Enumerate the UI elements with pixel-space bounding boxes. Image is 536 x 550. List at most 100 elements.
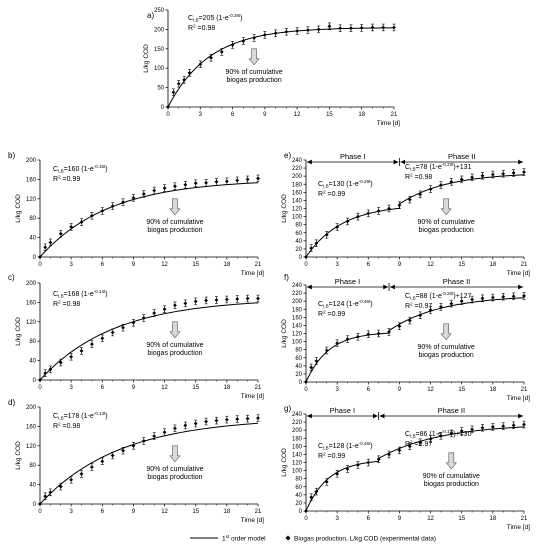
data-point-f-3 — [324, 348, 329, 353]
r2-a-0-val: =0.98 — [196, 25, 216, 32]
data-point-d-8 — [110, 453, 115, 458]
y-tick-label-e-11: 220 — [292, 166, 303, 172]
x-tick-label-e-7: 21 — [521, 262, 528, 268]
equation-b-0-c: C — [53, 166, 58, 173]
down-arrow-icon-a — [248, 48, 260, 66]
data-point-e-13 — [428, 187, 433, 191]
y-tick-label-g-2: 40 — [295, 493, 302, 499]
r2-e-1-sup: 2 — [410, 173, 413, 178]
data-point-b-4 — [69, 225, 74, 229]
equation-b-0: Ct,B=160 (1-e-0.15t) — [53, 164, 108, 174]
y-tick-label-g-12: 240 — [292, 412, 303, 418]
data-point-g-15 — [449, 431, 454, 436]
data-point-g-7 — [366, 460, 371, 465]
xlabel-d: Time [d] — [241, 517, 264, 524]
panel-label-b: b) — [8, 151, 15, 160]
data-point-c-10 — [131, 320, 136, 325]
data-point-e-17 — [470, 175, 474, 180]
data-point-b-14 — [173, 184, 177, 189]
data-point-d-22 — [256, 416, 260, 421]
data-point-f-20 — [501, 294, 506, 299]
data-point-d-4 — [69, 477, 74, 482]
x-tick-label-c-5: 15 — [192, 385, 199, 391]
equation-c-0: Ct,B=168 (1-e-0.14t) — [53, 289, 108, 299]
equation-a-0-c: C — [188, 15, 193, 22]
data-point-b-20 — [235, 178, 240, 183]
r2-g-1-val: =0.97 — [413, 441, 433, 448]
equation-d-0: Ct,B=178 (1-e-0.13t) — [53, 411, 108, 421]
data-point-e-10 — [397, 203, 402, 208]
equation-e-1-sub: t,B — [410, 167, 416, 172]
data-point-b-2 — [48, 240, 53, 245]
data-point-a-8 — [230, 43, 235, 47]
x-tick-label-d-1: 3 — [69, 509, 73, 515]
data-point-b-9 — [121, 200, 125, 205]
y-tick-label-f-2: 40 — [295, 364, 302, 370]
down-arrow-icon-b — [169, 198, 181, 216]
data-point-g-9 — [387, 452, 391, 457]
note-c-0: 90% of cumulative — [146, 342, 203, 349]
data-point-b-7 — [100, 209, 105, 213]
legend-line-label-main: 1 — [222, 536, 226, 543]
data-point-c-12 — [152, 311, 157, 315]
xlabel-e: Time [d] — [507, 270, 530, 277]
data-point-g-12 — [418, 440, 423, 445]
data-point-g-22 — [522, 422, 526, 427]
panel-d: d) 0 40 80 120 160 200 0 3 6 9 12 15 18 21 L/kg COD Time… — [8, 398, 264, 524]
y-tick-label-b-2: 80 — [29, 216, 36, 222]
equation-e-1: Ct,B=78 (1-e-0.22t)+131 — [405, 162, 472, 172]
y-tick-label-c-4: 160 — [26, 300, 37, 306]
equation-f-0: Ct,B=124 (1-e-0.46t) — [318, 299, 373, 309]
y-tick-label-g-5: 100 — [292, 469, 303, 475]
x-tick-label-f-7: 21 — [521, 387, 528, 393]
data-point-f-14 — [439, 304, 443, 309]
x-tick-label-c-2: 6 — [101, 385, 105, 391]
x-tick-label-g-4: 12 — [427, 516, 434, 522]
data-point-e-20 — [501, 171, 506, 176]
data-point-b-15 — [183, 182, 188, 187]
y-tick-label-e-1: 20 — [295, 247, 302, 253]
data-point-a-20 — [359, 25, 364, 30]
data-point-e-6 — [356, 214, 360, 219]
r2-e-0-r: R — [318, 191, 323, 198]
y-tick-label-f-11: 220 — [292, 291, 303, 297]
equation-b-0-sub: t,B — [58, 169, 64, 174]
data-point-g-6 — [356, 463, 360, 467]
equation-f-1-main: =88 (1-e — [416, 293, 442, 300]
data-point-a-2 — [176, 81, 181, 86]
data-point-g-17 — [470, 427, 474, 432]
r2-g-0-r: R — [318, 453, 323, 460]
data-point-a-4 — [187, 70, 192, 75]
ylabel-b: L/kg COD — [15, 194, 22, 223]
x-tick-label-g-0: 0 — [304, 516, 308, 522]
note-f-0: 90% of cumulative — [418, 344, 475, 351]
equation-g-0-c: C — [318, 443, 323, 450]
down-arrow-icon-d — [169, 445, 181, 463]
equation-c-0-exp: -0.14t — [94, 289, 106, 294]
equation-e-0-sub: t,B — [323, 184, 329, 189]
data-point-g-13 — [428, 437, 433, 441]
data-point-c-3 — [58, 360, 63, 365]
ylabel-g: L/kg COD — [281, 448, 288, 477]
phase-label-g-1: Phase II — [438, 406, 466, 415]
y-tick-label-d-1: 40 — [29, 483, 36, 489]
x-tick-label-e-4: 12 — [427, 262, 434, 268]
equation-e-1-exp: -0.22t — [442, 162, 454, 167]
r2-b-0-r: R — [53, 176, 58, 183]
data-point-c-7 — [100, 336, 105, 341]
x-tick-label-e-2: 6 — [367, 262, 371, 268]
model-curve-b — [39, 182, 259, 258]
panel-label-d: d) — [8, 398, 15, 407]
data-point-c-18 — [214, 298, 219, 302]
x-tick-label-b-7: 21 — [255, 262, 262, 268]
equation-a-0-main: =205 (1-e — [199, 15, 229, 22]
note-b-0: 90% of cumulative — [146, 219, 203, 226]
y-tick-label-g-8: 160 — [292, 444, 303, 450]
r2-e-1: R2 =0.98 — [405, 173, 432, 182]
y-tick-label-a-2: 100 — [154, 66, 165, 72]
data-point-a-10 — [252, 36, 256, 40]
data-point-d-12 — [152, 434, 157, 438]
x-tick-label-a-1: 3 — [199, 112, 203, 118]
y-tick-label-g-0: 0 — [299, 509, 303, 515]
r2-e-0-sup: 2 — [323, 190, 326, 195]
